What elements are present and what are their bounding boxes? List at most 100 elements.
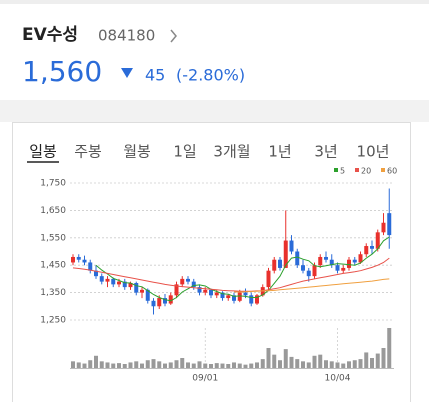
y-tick-label: 1,750 [40, 179, 66, 189]
candle-body [111, 278, 116, 285]
legend-swatch [381, 168, 385, 172]
tab[interactable]: 1년 [268, 143, 291, 161]
legend-swatch [355, 168, 359, 172]
tab[interactable]: 3개월 [213, 143, 250, 161]
candle-body [76, 256, 81, 260]
candle-body [283, 240, 288, 268]
moving-average-line [95, 236, 390, 302]
volume-bar [145, 360, 150, 368]
candle-body [289, 240, 294, 252]
candle-body [99, 276, 104, 282]
candle-body [151, 300, 156, 307]
tab[interactable]: 주봉 [74, 143, 102, 161]
stock-code[interactable]: 084180 [98, 27, 155, 45]
candle-body [94, 270, 98, 277]
candle-body [324, 256, 328, 260]
volume-bar [375, 353, 380, 368]
volume-bar [209, 364, 213, 368]
volume-bar [272, 354, 277, 368]
candle-body [358, 254, 363, 263]
candle-body [163, 298, 167, 304]
y-tick-label: 1,450 [40, 261, 66, 271]
volume-bar [289, 356, 294, 368]
volume-bar [306, 362, 311, 368]
tab[interactable]: 1일 [173, 143, 196, 161]
candle-body [387, 213, 392, 236]
volume-bar [180, 358, 185, 368]
candle-body [122, 281, 127, 288]
stock-name: EV수성 [22, 25, 78, 45]
volume-bar [312, 355, 317, 368]
candle-body [370, 246, 374, 249]
candle-body [117, 281, 121, 285]
candle-body [134, 282, 139, 293]
tab[interactable]: 10년 [357, 143, 390, 161]
tab[interactable]: 일봉 [29, 143, 57, 161]
price: 1,560 [22, 55, 102, 88]
candle-body [232, 295, 236, 301]
volume-bar [278, 360, 282, 368]
volume-bar [364, 352, 369, 368]
tab[interactable]: 월봉 [123, 143, 151, 161]
volume-bar [347, 361, 351, 368]
candle-body [209, 289, 213, 296]
candle-body [347, 259, 351, 268]
volume-bar [117, 363, 121, 368]
moving-average-line [234, 278, 390, 293]
candle-body [312, 265, 317, 277]
candle-body [197, 287, 202, 293]
volume-bar [168, 362, 173, 368]
candle-body [174, 284, 179, 296]
legend-label: 60 [387, 167, 397, 176]
volume-bar [163, 363, 167, 368]
volume-bar [88, 360, 93, 368]
volume-bar [186, 362, 190, 368]
candle-body [266, 270, 271, 288]
volume-bar [94, 355, 98, 368]
candle-body [295, 251, 300, 266]
candle-body [226, 295, 231, 299]
volume-bar [99, 361, 104, 368]
volume-bar [255, 362, 259, 368]
volume-bar [191, 363, 196, 368]
chart: 1,250 1,350 1,450 1,550 1,650 1,750 5 20 60 09/01… [40, 167, 397, 384]
candle-body [88, 262, 93, 271]
candle-body [364, 246, 369, 255]
volume-bar [324, 360, 328, 368]
candle-body [335, 265, 340, 271]
legend-label: 5 [340, 167, 345, 176]
volume-bar [370, 358, 374, 368]
y-tick-label: 1,550 [40, 233, 66, 243]
volume-bar [237, 363, 242, 368]
volume-bar [111, 363, 116, 368]
candle-body [186, 278, 190, 282]
change-pct: (-2.80%) [176, 66, 245, 85]
candle-body [243, 292, 248, 296]
candle-body [128, 282, 133, 288]
candle-body [191, 281, 196, 288]
tabs: 일봉 주봉 월봉 1일 3개월 1년 3년 10년 [27, 143, 389, 163]
candle-body [214, 292, 219, 296]
volume-bar [140, 363, 144, 368]
candle-body [237, 292, 242, 301]
x-tick-label: 10/04 [325, 374, 351, 384]
volume-bar [71, 361, 75, 368]
volume-bar [387, 328, 392, 368]
volume-bar [232, 362, 236, 368]
chevron[interactable] [170, 29, 177, 43]
volume-bar [358, 359, 363, 368]
volume-bar [105, 362, 110, 368]
volume-bar [381, 348, 386, 368]
candle-body [105, 278, 110, 282]
volume-bar [82, 363, 87, 368]
candle-body [157, 298, 162, 307]
x-tick-label: 09/01 [192, 374, 218, 384]
candle-body [341, 267, 346, 271]
y-tick-label: 1,650 [40, 206, 66, 216]
tab[interactable]: 3년 [314, 143, 337, 161]
candle-body [145, 289, 150, 301]
y-tick-label: 1,350 [40, 288, 66, 298]
volume-bar [220, 363, 225, 368]
candle-body [140, 289, 144, 293]
volume-bar [341, 363, 346, 368]
